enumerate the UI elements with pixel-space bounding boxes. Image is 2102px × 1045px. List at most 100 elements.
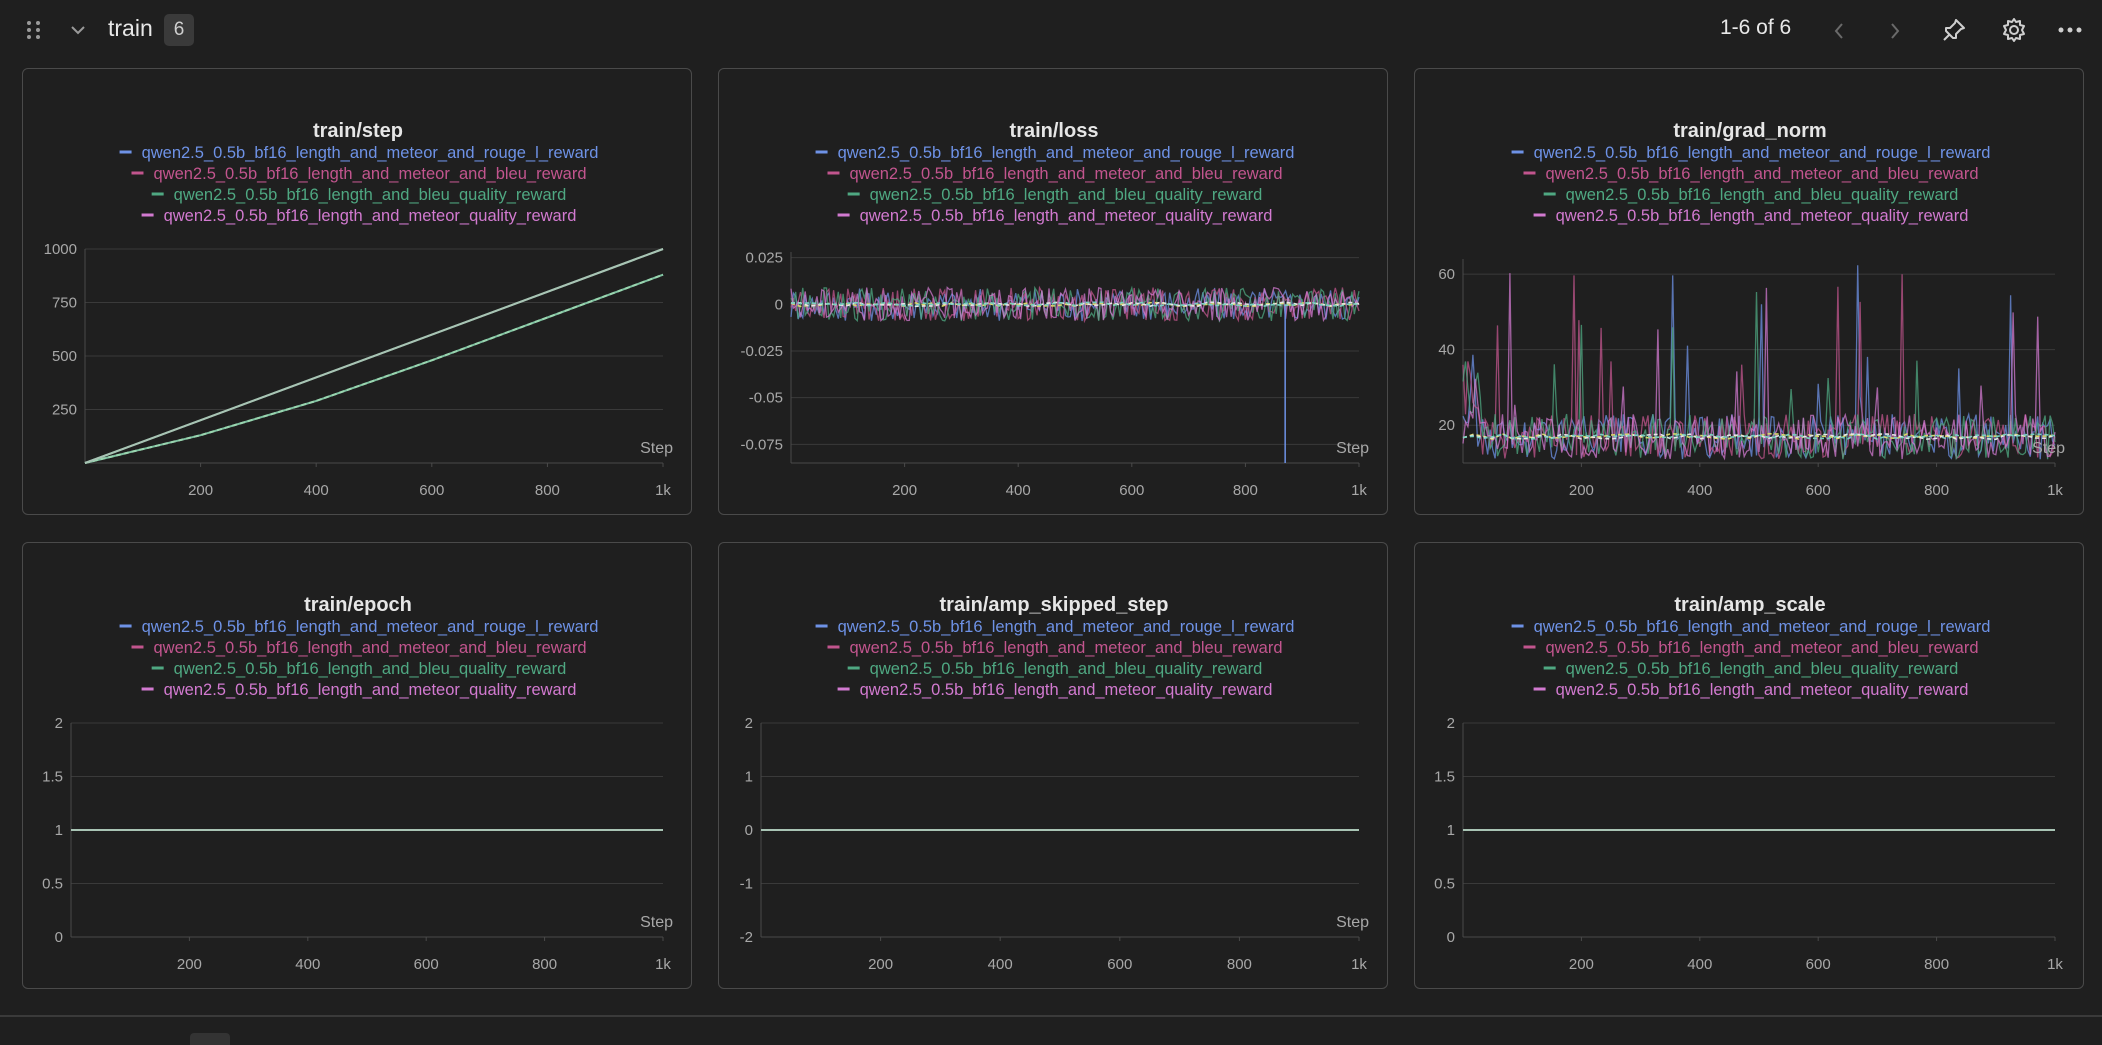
chart-title: train/amp_scale — [1674, 594, 1825, 616]
x-tick-label: 800 — [1233, 482, 1258, 499]
series-line[interactable] — [790, 285, 1360, 323]
smoothed-line — [1462, 433, 2056, 441]
legend-item[interactable]: qwen2.5_0.5b_bf16_length_and_meteor_qual… — [141, 681, 577, 699]
legend-item[interactable]: qwen2.5_0.5b_bf16_length_and_bleu_qualit… — [1543, 660, 1959, 678]
x-axis-label: Step — [1336, 914, 1369, 931]
x-tick-label: 800 — [1924, 956, 1949, 973]
legend-item[interactable]: qwen2.5_0.5b_bf16_length_and_meteor_and_… — [119, 618, 599, 636]
y-tick-label: 1.5 — [42, 769, 63, 786]
legend-label: qwen2.5_0.5b_bf16_length_and_meteor_and_… — [849, 639, 1282, 657]
legend-item[interactable]: qwen2.5_0.5b_bf16_length_and_meteor_and_… — [815, 144, 1295, 162]
legend-item[interactable]: qwen2.5_0.5b_bf16_length_and_meteor_qual… — [837, 681, 1273, 699]
legend-label: qwen2.5_0.5b_bf16_length_and_meteor_and_… — [1534, 144, 1991, 162]
y-tick-label: 1 — [745, 769, 753, 786]
more-horizontal-icon[interactable] — [2054, 14, 2086, 46]
chart-train-epoch: train/epoch qwen2.5_0.5b_bf16_length_and_… — [42, 594, 673, 973]
chart-panel-train-loss[interactable]: train/loss qwen2.5_0.5b_bf16_length_and_m… — [718, 68, 1388, 515]
legend-item[interactable]: qwen2.5_0.5b_bf16_length_and_meteor_and_… — [1523, 639, 1979, 657]
legend-item[interactable]: qwen2.5_0.5b_bf16_length_and_meteor_and_… — [1523, 165, 1979, 183]
y-tick-label: 1.5 — [1434, 769, 1455, 786]
legend-item[interactable]: qwen2.5_0.5b_bf16_length_and_meteor_and_… — [131, 639, 587, 657]
y-tick-label: 40 — [1438, 342, 1455, 359]
series-line[interactable] — [790, 285, 1360, 324]
x-tick-label: 600 — [414, 956, 439, 973]
y-tick-label: -0.025 — [740, 343, 783, 360]
chevron-left-icon[interactable] — [1824, 16, 1854, 46]
x-tick-label: 800 — [1227, 956, 1252, 973]
y-tick-label: 750 — [52, 295, 77, 312]
legend-label: qwen2.5_0.5b_bf16_length_and_bleu_qualit… — [870, 660, 1263, 678]
x-tick-label: 200 — [188, 482, 213, 499]
drag-dots-icon[interactable] — [20, 16, 48, 44]
legend-label: qwen2.5_0.5b_bf16_length_and_meteor_and_… — [142, 144, 599, 162]
legend-label: qwen2.5_0.5b_bf16_length_and_meteor_and_… — [838, 618, 1295, 636]
legend-item[interactable]: qwen2.5_0.5b_bf16_length_and_meteor_and_… — [1511, 618, 1991, 636]
x-tick-label: 800 — [1924, 482, 1949, 499]
chart-train-loss: train/loss qwen2.5_0.5b_bf16_length_and_m… — [740, 120, 1369, 499]
x-tick-label: 1k — [1351, 482, 1367, 499]
legend-item[interactable]: qwen2.5_0.5b_bf16_length_and_meteor_and_… — [131, 165, 587, 183]
series-line[interactable] — [1462, 273, 2056, 461]
smoothed-line — [1462, 432, 2056, 440]
legend-item[interactable]: qwen2.5_0.5b_bf16_length_and_bleu_qualit… — [151, 660, 567, 678]
legend-item[interactable]: qwen2.5_0.5b_bf16_length_and_meteor_and_… — [827, 165, 1283, 183]
legend-item[interactable]: qwen2.5_0.5b_bf16_length_and_bleu_qualit… — [1543, 186, 1959, 204]
chevron-right-icon[interactable] — [1880, 16, 1910, 46]
x-tick-label: 400 — [295, 956, 320, 973]
legend-label: qwen2.5_0.5b_bf16_length_and_meteor_and_… — [142, 618, 599, 636]
legend-item[interactable]: qwen2.5_0.5b_bf16_length_and_meteor_qual… — [837, 207, 1273, 225]
x-tick-label: 600 — [1119, 482, 1144, 499]
legend-label: qwen2.5_0.5b_bf16_length_and_meteor_qual… — [1556, 681, 1969, 699]
legend-label: qwen2.5_0.5b_bf16_length_and_meteor_qual… — [860, 681, 1273, 699]
legend-item[interactable]: qwen2.5_0.5b_bf16_length_and_meteor_qual… — [141, 207, 577, 225]
series-line[interactable] — [84, 248, 664, 464]
series-line[interactable] — [84, 273, 664, 464]
chart-title: train/step — [313, 120, 403, 142]
pin-icon[interactable] — [1938, 14, 1970, 46]
series-line[interactable] — [790, 286, 1360, 323]
pagination-range: 1-6 of 6 — [1720, 16, 1792, 39]
chart-title: train/grad_norm — [1673, 120, 1826, 142]
y-tick-label: 0 — [745, 822, 753, 839]
chart-panel-train-step[interactable]: train/step qwen2.5_0.5b_bf16_length_and_m… — [22, 68, 692, 515]
y-tick-label: -2 — [740, 929, 753, 946]
legend-item[interactable]: qwen2.5_0.5b_bf16_length_and_bleu_qualit… — [847, 660, 1263, 678]
chart-train-step: train/step qwen2.5_0.5b_bf16_length_and_m… — [44, 120, 673, 499]
legend-item[interactable]: qwen2.5_0.5b_bf16_length_and_meteor_qual… — [1533, 207, 1969, 225]
chart-title: train/loss — [1010, 120, 1099, 142]
y-tick-label: 0 — [1447, 929, 1455, 946]
chart-panel-train-epoch[interactable]: train/epoch qwen2.5_0.5b_bf16_length_and_… — [22, 542, 692, 989]
gear-icon[interactable] — [1998, 14, 2030, 46]
x-tick-label: 1k — [655, 956, 671, 973]
legend-item[interactable]: qwen2.5_0.5b_bf16_length_and_meteor_and_… — [119, 144, 599, 162]
y-tick-label: -0.05 — [749, 390, 783, 407]
x-tick-label: 1k — [2047, 956, 2063, 973]
chart-panel-train-amp-skipped-step[interactable]: train/amp_skipped_step qwen2.5_0.5b_bf16_… — [718, 542, 1388, 989]
x-axis-label: Step — [1336, 440, 1369, 457]
panel-count-badge: 6 — [164, 14, 194, 46]
legend-item[interactable]: qwen2.5_0.5b_bf16_length_and_meteor_and_… — [815, 618, 1295, 636]
legend-item[interactable]: qwen2.5_0.5b_bf16_length_and_bleu_qualit… — [151, 186, 567, 204]
legend-label: qwen2.5_0.5b_bf16_length_and_bleu_qualit… — [174, 660, 567, 678]
section-title: train — [108, 15, 153, 41]
legend-item[interactable]: qwen2.5_0.5b_bf16_length_and_meteor_and_… — [1511, 144, 1991, 162]
series-line[interactable] — [1462, 291, 2056, 461]
x-axis-label: Step — [2032, 440, 2065, 457]
x-tick-label: 600 — [1806, 482, 1831, 499]
x-tick-label: 400 — [1687, 956, 1712, 973]
x-tick-label: 1k — [655, 482, 671, 499]
y-tick-label: 2 — [55, 715, 63, 732]
y-tick-label: 0 — [775, 296, 783, 313]
legend-item[interactable]: qwen2.5_0.5b_bf16_length_and_bleu_qualit… — [847, 186, 1263, 204]
x-tick-label: 600 — [1107, 956, 1132, 973]
legend-item[interactable]: qwen2.5_0.5b_bf16_length_and_meteor_and_… — [827, 639, 1283, 657]
x-tick-label: 600 — [419, 482, 444, 499]
chevron-down-icon[interactable] — [64, 16, 92, 44]
legend-label: qwen2.5_0.5b_bf16_length_and_meteor_and_… — [153, 639, 586, 657]
legend-item[interactable]: qwen2.5_0.5b_bf16_length_and_meteor_qual… — [1533, 681, 1969, 699]
smoothed-line — [790, 301, 1360, 307]
x-tick-label: 400 — [988, 956, 1013, 973]
chart-panel-train-amp-scale[interactable]: train/amp_scale qwen2.5_0.5b_bf16_length_… — [1414, 542, 2084, 989]
chart-panel-train-grad-norm[interactable]: train/grad_norm qwen2.5_0.5b_bf16_length_… — [1414, 68, 2084, 515]
legend-label: qwen2.5_0.5b_bf16_length_and_meteor_and_… — [838, 144, 1295, 162]
